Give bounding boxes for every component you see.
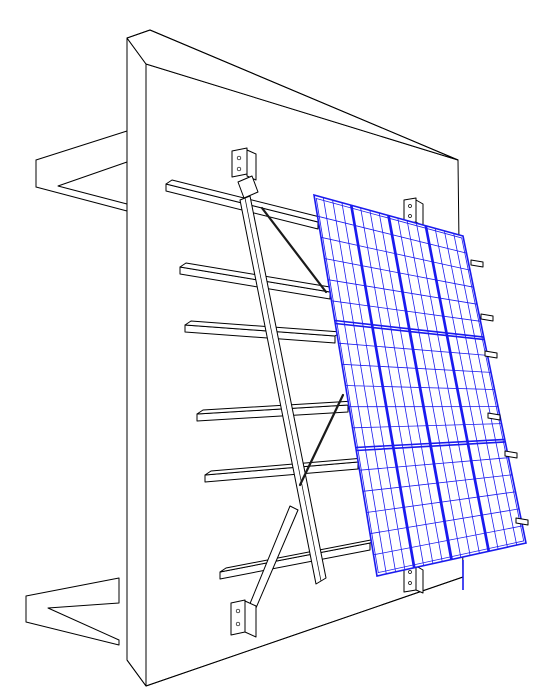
rail-1-end [470,259,484,268]
panel-module-lines [334,204,506,569]
wall-front-face [126,37,147,687]
rail-6-end [515,517,529,526]
rail-3-end [484,350,498,359]
wall-bottom-ledge [25,577,120,646]
wall-outline [126,29,464,687]
support-leg-inner-line [244,197,322,582]
panel-module-separators [315,197,525,574]
wall-top-ledge [35,130,128,212]
support-leg [239,195,345,629]
upper-left-bracket [231,147,259,199]
diagonal-brace-lower [298,393,345,487]
rail-2-end [480,313,494,322]
lower-left-bracket [230,599,257,638]
panel-inner-frame [315,197,525,574]
solar-panel-array [313,193,527,590]
rail-4-end [487,412,501,421]
rail-5 [204,457,365,483]
lower-right-bracket [403,563,424,594]
upper-right-bracket [403,197,424,227]
rail-5-end [504,450,518,459]
rail-end-caps [470,259,529,526]
diagonal-brace-upper [260,206,328,294]
